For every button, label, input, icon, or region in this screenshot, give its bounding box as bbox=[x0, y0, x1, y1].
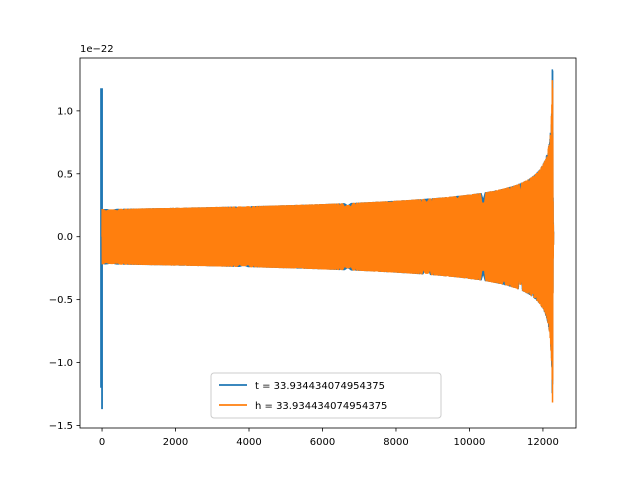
y-tick-label: 0.5 bbox=[57, 169, 73, 180]
y-tick-label: −1.5 bbox=[49, 421, 73, 432]
legend-label: h = 33.934434074954375 bbox=[255, 401, 387, 412]
y-tick-label: −1.0 bbox=[49, 358, 73, 369]
y-tick-label: 1.0 bbox=[57, 106, 73, 117]
y-axis: −1.5 −1.0 −0.5 0.0 0.5 1.0 bbox=[49, 106, 80, 432]
legend-label: t = 33.934434074954375 bbox=[255, 381, 385, 392]
x-tick-label: 4000 bbox=[236, 437, 261, 448]
legend-box bbox=[210, 372, 442, 419]
x-tick-label: 8000 bbox=[383, 437, 408, 448]
y-tick-label: 0.0 bbox=[57, 232, 73, 243]
y-tick-label: −0.5 bbox=[49, 295, 73, 306]
legend: t = 33.934434074954375 h = 33.93443407495… bbox=[210, 372, 442, 419]
axes-frame bbox=[79, 57, 577, 429]
x-axis: 0 2000 4000 6000 8000 10000 12000 bbox=[99, 428, 559, 448]
x-tick-label: 0 bbox=[99, 437, 105, 448]
x-tick-label: 12000 bbox=[527, 437, 559, 448]
plot-area bbox=[79, 57, 577, 429]
x-tick-label: 2000 bbox=[163, 437, 188, 448]
y-offset-label: 1e−22 bbox=[80, 44, 114, 55]
series-line-h bbox=[101, 80, 555, 403]
x-tick-label: 6000 bbox=[310, 437, 335, 448]
x-tick-label: 10000 bbox=[454, 437, 486, 448]
